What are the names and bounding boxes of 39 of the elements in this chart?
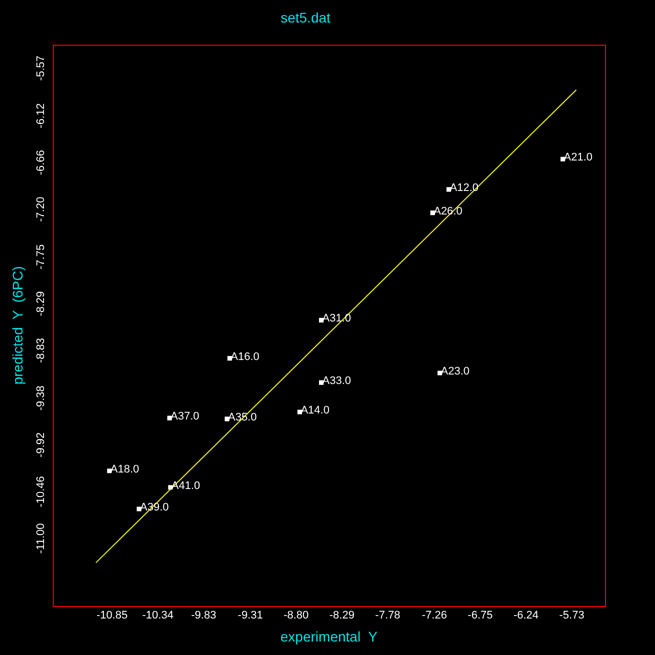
point	[168, 485, 173, 490]
y-tick-label: -10.46	[34, 476, 47, 508]
annotation: A18.0	[110, 463, 140, 476]
annotation: A41.0	[171, 480, 200, 492]
point	[319, 380, 324, 385]
point	[297, 410, 302, 414]
y-tick-label: -9.92	[34, 432, 47, 458]
x-tick-label: -7.78	[375, 610, 400, 622]
y-axis-title: predicted Y (6PC)	[9, 266, 26, 385]
annotation: A14.0	[300, 404, 330, 417]
y-tick-label: -7.75	[34, 244, 47, 270]
x-tick-label: -7.26	[422, 610, 447, 622]
y-tick-label: -9.38	[34, 386, 47, 411]
y-tick-label: -7.20	[34, 196, 47, 222]
x-tick-label: -9.83	[191, 610, 216, 622]
x-tick-label: -9.31	[238, 610, 263, 622]
x-tick-label: -5.73	[559, 610, 584, 622]
x-tick-label: -8.29	[329, 610, 354, 622]
chart-title: set5.dat	[280, 9, 331, 26]
y-tick-label: -8.83	[34, 338, 47, 364]
x-tick-label: -6.24	[513, 610, 539, 622]
annotation: A21.0	[564, 152, 593, 164]
y-tick-label: -5.57	[34, 56, 47, 81]
annotation: A37.0	[170, 410, 200, 423]
x-axis-title: experimental Y	[280, 628, 378, 644]
x-tick-label: -10.85	[96, 610, 128, 622]
annotation: A16.0	[230, 350, 260, 363]
x-tick-label: -8.80	[284, 610, 309, 622]
y-tick-label: -11.00	[34, 523, 47, 554]
point	[107, 468, 112, 474]
point	[560, 156, 566, 162]
x-tick-label: -10.34	[142, 610, 174, 622]
y-tick-label: -6.12	[34, 103, 47, 128]
y-tick-label: -6.66	[34, 150, 47, 176]
x-tick-label: -6.75	[468, 610, 493, 622]
annotation: A33.0	[322, 375, 352, 388]
y-tick-label: -8.29	[34, 291, 47, 316]
point	[438, 370, 442, 376]
annotation: A23.0	[440, 366, 470, 378]
